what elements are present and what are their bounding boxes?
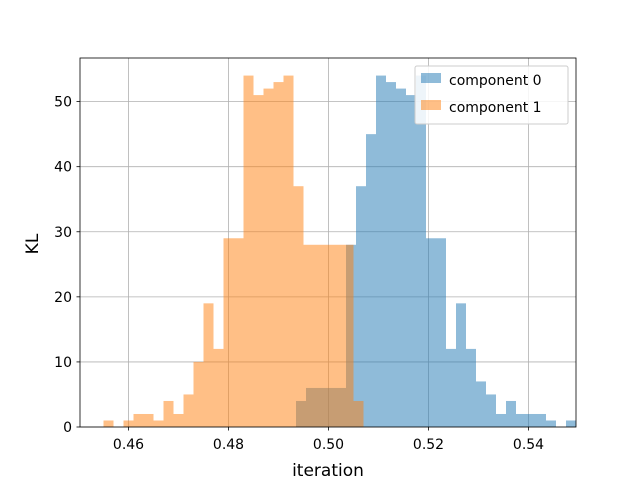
bar-component-1: [283, 75, 294, 428]
bar-component-0: [456, 303, 466, 427]
bar-component-0: [386, 82, 396, 427]
bar-component-1: [293, 186, 304, 427]
bar-component-0: [396, 88, 406, 427]
bar-component-1: [323, 244, 334, 427]
bar-component-1: [253, 95, 264, 427]
bar-component-0: [506, 400, 516, 427]
legend-label-component-1: component 1: [449, 100, 542, 116]
bar-component-1: [213, 348, 224, 427]
bar-component-1: [313, 244, 324, 427]
bar-component-1: [263, 88, 274, 427]
legend-box: [414, 65, 569, 125]
bar-component-0: [436, 238, 446, 427]
bar-component-0: [566, 420, 576, 427]
legend-swatch-component-0: [421, 73, 441, 83]
bar-component-0: [516, 413, 526, 427]
y-axis-label: KL: [23, 233, 43, 254]
x-tick-label: 0.46: [113, 437, 144, 453]
y-tick-label: 30: [54, 225, 72, 241]
bar-component-1: [183, 394, 194, 427]
bar-component-0: [406, 95, 416, 427]
x-tick-label: 0.50: [313, 437, 344, 453]
bar-component-0: [536, 413, 546, 427]
bar-component-1: [273, 82, 284, 427]
bar-component-0: [526, 413, 536, 427]
bar-component-0: [466, 348, 476, 427]
bar-component-0: [376, 75, 386, 428]
bar-component-1: [233, 238, 244, 427]
bar-component-0: [486, 394, 496, 427]
bar-component-0: [366, 134, 376, 427]
bar-component-1: [243, 75, 254, 428]
bar-component-0: [416, 75, 426, 428]
x-tick-label: 0.52: [413, 437, 444, 453]
bar-component-0: [476, 381, 486, 427]
legend-swatch-component-1: [421, 100, 441, 110]
axis-ticks: 0.46 0.48 0.50 0.52 0.54 0 10 20 30 40 50: [54, 95, 544, 453]
histogram-bars: [103, 75, 576, 428]
y-tick-label: 0: [63, 420, 72, 436]
bar-component-0: [496, 413, 506, 427]
bar-component-1: [193, 361, 204, 427]
x-tick-label: 0.54: [513, 437, 544, 453]
y-tick-label: 50: [54, 95, 72, 111]
bar-component-1: [163, 400, 174, 427]
bar-component-0: [546, 420, 556, 427]
bar-component-1: [143, 413, 154, 427]
bar-component-1: [353, 400, 364, 427]
x-tick-label: 0.48: [213, 437, 244, 453]
legend: component 0 component 1: [414, 65, 569, 125]
bar-component-0: [446, 348, 456, 427]
bar-component-1: [103, 420, 114, 427]
plot-frame: [79, 57, 577, 428]
x-axis-label: iteration: [292, 461, 364, 480]
bar-component-1: [303, 244, 314, 427]
bar-component-1: [333, 244, 344, 427]
bar-component-1: [153, 420, 164, 427]
bar-component-1: [223, 238, 234, 427]
y-tick-label: 20: [54, 290, 72, 306]
bar-component-1: [173, 413, 184, 427]
bar-component-1: [133, 413, 144, 427]
bar-component-0: [426, 238, 436, 427]
legend-label-component-0: component 0: [449, 73, 542, 89]
y-tick-label: 40: [54, 160, 72, 176]
bar-component-0: [356, 186, 366, 427]
bar-component-1: [343, 244, 354, 427]
bar-component-1: [123, 420, 134, 427]
y-tick-label: 10: [54, 355, 72, 371]
bar-component-1: [203, 303, 214, 427]
